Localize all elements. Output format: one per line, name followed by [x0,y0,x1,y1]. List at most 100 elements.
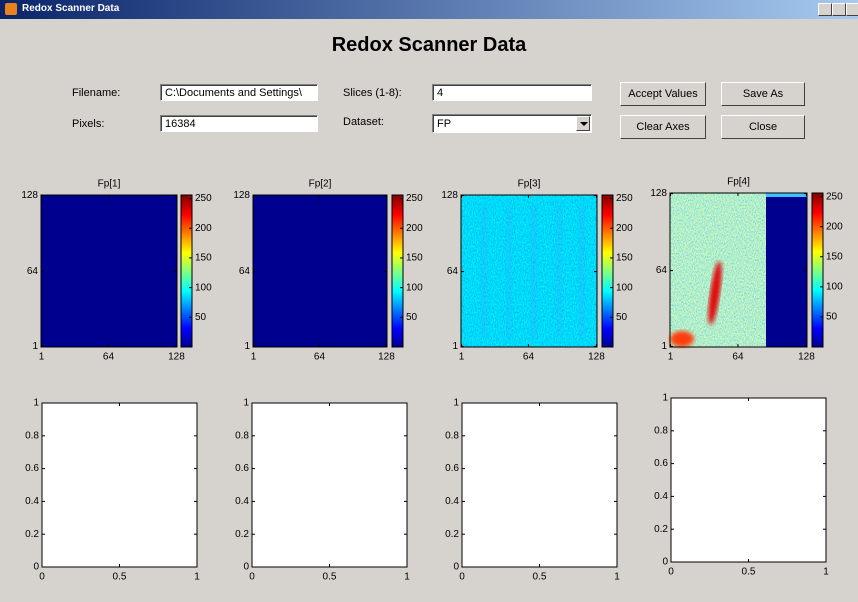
y-tick-label: 64 [447,266,459,277]
y-tick-label: 0.2 [25,529,39,540]
x-tick-label: 0 [39,572,45,583]
colorbar-label: 150 [195,253,212,264]
image [253,195,387,347]
y-tick-label: 0.2 [445,529,459,540]
colorbar-label: 200 [195,223,212,234]
x-tick-label: 0.5 [533,572,547,583]
image-hotspot [670,331,694,347]
x-tick-label: 1 [614,572,620,583]
image-streak [556,205,562,337]
y-tick-label: 0 [243,562,249,573]
y-tick-label: 1 [661,341,667,352]
colorbar [602,195,613,347]
y-tick-label: 0.6 [654,458,668,469]
x-tick-label: 1 [823,567,829,578]
y-tick-label: 0.2 [654,524,668,535]
x-tick-label: 1 [194,572,200,583]
empty-axes [671,398,826,562]
y-tick-label: 0.4 [445,496,459,507]
y-tick-label: 0.8 [654,425,668,436]
image-streak [506,205,512,337]
y-tick-label: 0.4 [235,496,249,507]
y-tick-label: 128 [650,188,667,199]
y-tick-label: 0.6 [235,463,249,474]
x-tick-label: 1 [251,352,257,363]
colorbar-label: 200 [406,223,423,234]
colorbar-label: 250 [406,193,423,204]
x-tick-label: 128 [168,352,185,363]
y-tick-label: 128 [233,190,250,201]
y-tick-label: 0.8 [235,430,249,441]
colorbar-label: 200 [826,221,843,232]
panel-title: Fp[1] [98,179,121,190]
colorbar-label: 100 [195,282,212,293]
x-tick-label: 128 [378,352,395,363]
y-tick-label: 0 [453,562,459,573]
y-tick-label: 0.2 [235,529,249,540]
y-tick-label: 1 [244,341,250,352]
panel-title: Fp[2] [309,179,332,190]
colorbar-label: 250 [826,191,843,202]
image-streak [531,205,537,337]
empty-axes [462,403,617,567]
y-tick-label: 1 [452,341,458,352]
colorbar [181,195,192,347]
x-tick-label: 128 [588,352,605,363]
empty-axes [42,403,197,567]
y-tick-label: 1 [243,398,249,409]
x-tick-label: 64 [103,352,115,363]
y-tick-label: 0.8 [25,430,39,441]
x-tick-label: 128 [798,352,815,363]
panel-title: Fp[3] [518,179,541,190]
x-tick-label: 0 [249,572,255,583]
colorbar [392,195,403,347]
y-tick-label: 0 [33,562,39,573]
x-tick-label: 64 [732,352,744,363]
image-top-row [766,193,807,197]
x-tick-label: 1 [459,352,465,363]
y-tick-label: 128 [21,190,38,201]
colorbar-label: 250 [195,193,212,204]
colorbar-label: 100 [826,281,843,292]
y-tick-label: 1 [32,341,38,352]
y-tick-label: 1 [662,393,668,404]
colorbar-label: 150 [616,253,633,264]
x-tick-label: 0 [459,572,465,583]
y-tick-label: 0.4 [25,496,39,507]
y-tick-label: 0 [662,557,668,568]
x-tick-label: 0.5 [113,572,127,583]
image [41,195,177,347]
colorbar-label: 250 [616,193,633,204]
image-streak [579,205,585,337]
x-tick-label: 64 [523,352,535,363]
x-tick-label: 0.5 [323,572,337,583]
x-tick-label: 1 [404,572,410,583]
x-tick-label: 1 [39,352,45,363]
panel-title: Fp[4] [727,177,750,188]
y-tick-label: 0.4 [654,491,668,502]
colorbar-label: 50 [826,312,838,323]
colorbar-label: 200 [616,223,633,234]
y-tick-label: 1 [453,398,459,409]
plots: Fp[1]16412816412850100150200250Fp[2]1641… [0,0,858,602]
colorbar-label: 100 [616,282,633,293]
y-tick-label: 0.6 [445,463,459,474]
colorbar-label: 50 [195,312,207,323]
y-tick-label: 64 [27,266,39,277]
y-tick-label: 0.8 [445,430,459,441]
colorbar-label: 50 [616,312,628,323]
x-tick-label: 1 [668,352,674,363]
x-tick-label: 0.5 [742,567,756,578]
image-streak [481,205,487,337]
y-tick-label: 128 [441,190,458,201]
colorbar-label: 150 [406,253,423,264]
empty-axes [252,403,407,567]
y-tick-label: 1 [33,398,39,409]
colorbar [812,193,823,347]
x-tick-label: 0 [668,567,674,578]
colorbar-label: 150 [826,251,843,262]
y-tick-label: 64 [656,265,668,276]
app-window: Redox Scanner Data Redox Scanner Data Fi… [0,0,858,602]
colorbar-label: 100 [406,282,423,293]
colorbar-label: 50 [406,312,418,323]
